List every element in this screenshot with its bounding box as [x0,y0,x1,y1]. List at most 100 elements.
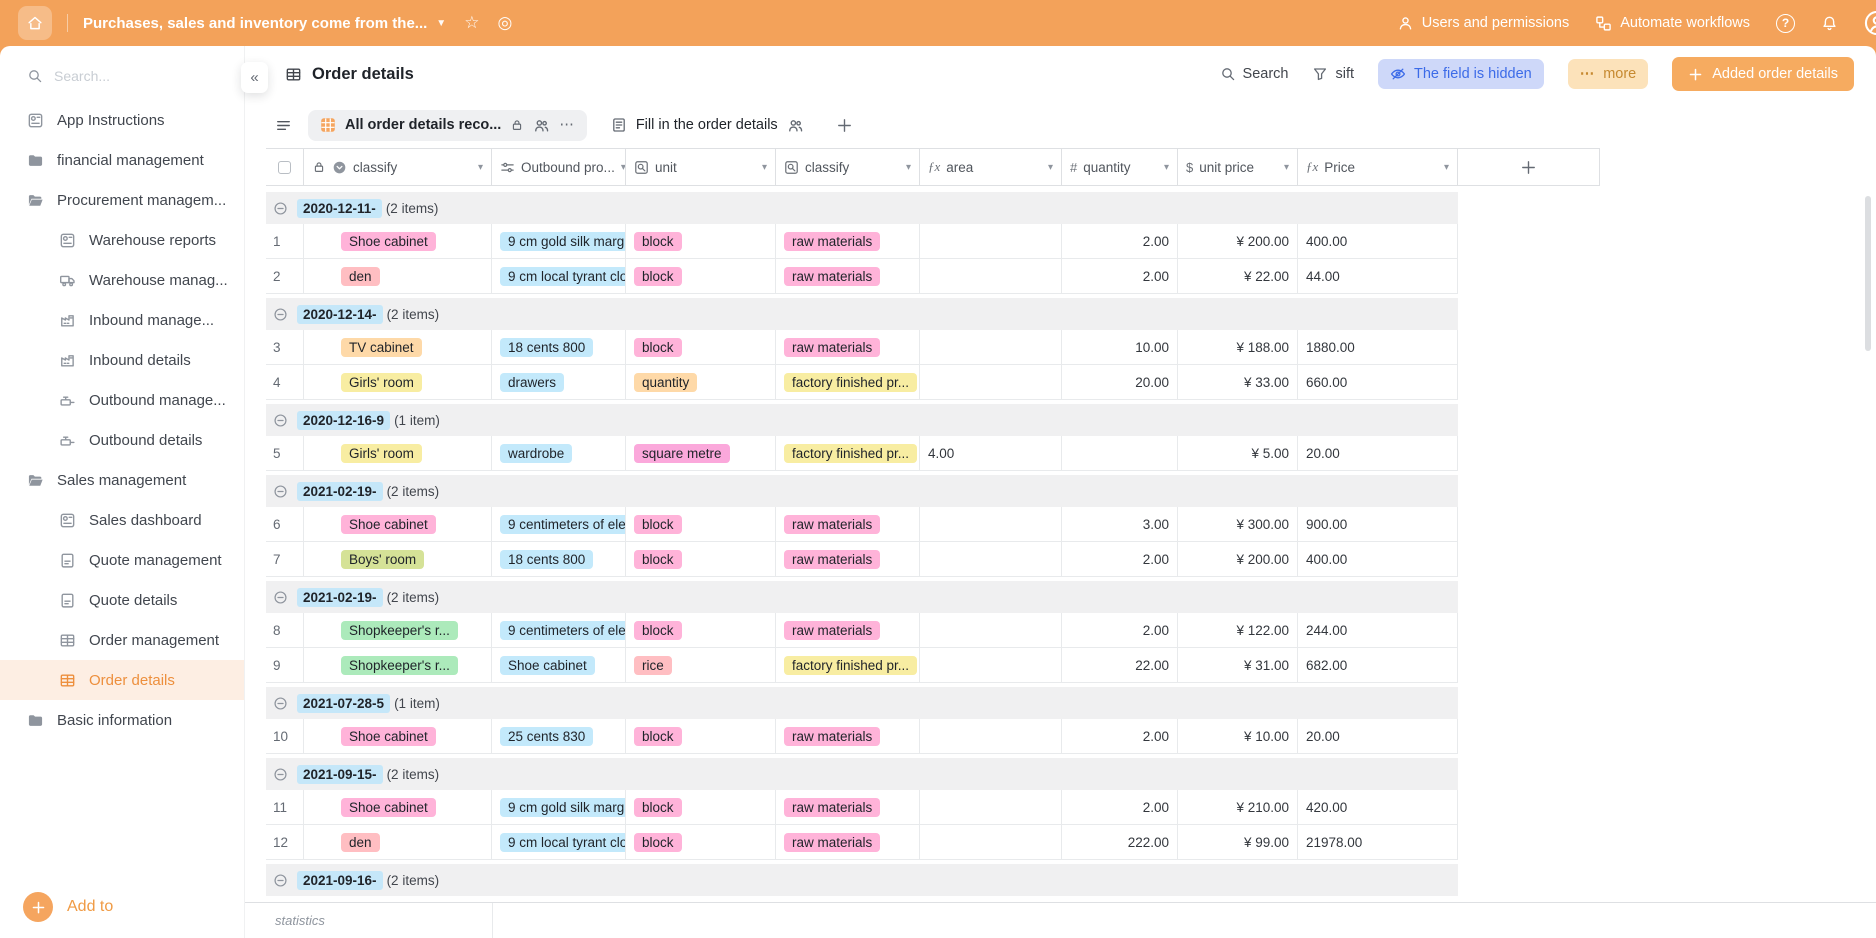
avatar[interactable] [1864,10,1876,36]
cell-unit-price[interactable]: ¥ 31.00 [1178,648,1298,682]
cell-unit[interactable]: rice [626,648,776,682]
cell-quantity[interactable]: 222.00 [1062,825,1178,859]
cell-unit-price[interactable]: ¥ 22.00 [1178,259,1298,293]
cell-area[interactable] [920,719,1062,753]
cell-unit-price[interactable]: ¥ 99.00 [1178,825,1298,859]
cell-classify[interactable]: Shoe cabinet [304,719,492,753]
cell-area[interactable] [920,365,1062,399]
add-column-button[interactable] [1458,149,1600,185]
cell-unit-price[interactable]: ¥ 200.00 [1178,542,1298,576]
cell-outbound-product[interactable]: Shoe cabinet [492,648,626,682]
cell-outbound-product[interactable]: drawers [492,365,626,399]
add-record-button[interactable]: Added order details [1672,57,1854,91]
cell-outbound-product[interactable]: 18 cents 800 [492,542,626,576]
collapse-group-icon[interactable] [273,767,288,782]
sidebar-item-outbound-manage[interactable]: Outbound manage... [0,380,244,420]
bell-icon[interactable] [1821,15,1838,32]
tab-more-icon[interactable]: ⋯ [559,117,575,133]
cell-price[interactable]: 21978.00 [1298,825,1458,859]
cell-classify-2[interactable]: raw materials [776,259,920,293]
column-header-price[interactable]: ƒx Price ▾ [1298,149,1458,185]
workspace-title[interactable]: Purchases, sales and inventory come from… [83,14,428,32]
cell-unit[interactable]: block [626,330,776,364]
automate-workflows-button[interactable]: Automate workflows [1595,15,1750,32]
cell-unit[interactable]: block [626,224,776,258]
cell-quantity[interactable]: 2.00 [1062,259,1178,293]
cell-area[interactable] [920,648,1062,682]
cell-price[interactable]: 20.00 [1298,719,1458,753]
select-all-checkbox[interactable] [278,160,291,174]
sidebar-item-sales-management[interactable]: Sales management [0,460,244,500]
sidebar-item-warehouse-reports[interactable]: Warehouse reports [0,220,244,260]
collapse-group-icon[interactable] [273,873,288,888]
group-date-chip[interactable]: 2021-02-19- [297,587,383,607]
column-header-classify[interactable]: classify ▾ [304,149,492,185]
cell-classify-2[interactable]: raw materials [776,719,920,753]
cell-quantity[interactable]: 20.00 [1062,365,1178,399]
statistics-label[interactable]: statistics [275,913,325,928]
cell-classify[interactable]: Girls' room [304,365,492,399]
tab-fill-order-details[interactable]: Fill in the order details [603,110,812,141]
collapse-group-icon[interactable] [273,484,288,499]
chevron-down-icon[interactable]: ▼ [436,17,447,29]
group-date-chip[interactable]: 2021-02-19- [297,481,383,501]
column-header-quantity[interactable]: # quantity ▾ [1062,149,1178,185]
cell-unit-price[interactable]: ¥ 210.00 [1178,790,1298,824]
cell-price[interactable]: 400.00 [1298,542,1458,576]
cell-quantity[interactable]: 10.00 [1062,330,1178,364]
cell-outbound-product[interactable]: 9 cm local tyrant clot [492,825,626,859]
cell-classify-2[interactable]: raw materials [776,224,920,258]
cell-unit[interactable]: square metre [626,436,776,470]
cell-unit-price[interactable]: ¥ 300.00 [1178,507,1298,541]
cell-classify[interactable]: Shoe cabinet [304,790,492,824]
cell-outbound-product[interactable]: 9 centimeters of eleg [492,613,626,647]
cell-unit[interactable]: block [626,719,776,753]
cell-area[interactable] [920,507,1062,541]
cell-classify[interactable]: Shoe cabinet [304,224,492,258]
badge-icon[interactable]: ◎ [497,13,513,32]
chevron-down-icon[interactable]: ▾ [761,161,767,173]
cell-classify-2[interactable]: raw materials [776,330,920,364]
cell-unit-price[interactable]: ¥ 200.00 [1178,224,1298,258]
cell-quantity[interactable] [1062,436,1178,470]
sidebar-item-order-details[interactable]: Order details [0,660,244,700]
cell-price[interactable]: 20.00 [1298,436,1458,470]
sidebar-item-basic-information[interactable]: Basic information [0,700,244,740]
cell-classify-2[interactable]: raw materials [776,825,920,859]
sidebar-item-quote-management[interactable]: Quote management [0,540,244,580]
sidebar-item-order-management[interactable]: Order management [0,620,244,660]
cell-area[interactable] [920,259,1062,293]
filter-button[interactable]: sift [1312,66,1354,82]
view-list-icon[interactable] [275,117,292,134]
sidebar-item-procurement-managem[interactable]: Procurement managem... [0,180,244,220]
cell-outbound-product[interactable]: 9 cm local tyrant clot [492,259,626,293]
sidebar-item-inbound-manage[interactable]: Inbound manage... [0,300,244,340]
cell-quantity[interactable]: 2.00 [1062,224,1178,258]
collapse-group-icon[interactable] [273,413,288,428]
cell-quantity[interactable]: 3.00 [1062,507,1178,541]
cell-classify[interactable]: Boys' room [304,542,492,576]
cell-area[interactable] [920,825,1062,859]
cell-unit-price[interactable]: ¥ 188.00 [1178,330,1298,364]
sidebar-item-sales-dashboard[interactable]: Sales dashboard [0,500,244,540]
cell-quantity[interactable]: 2.00 [1062,790,1178,824]
column-header-unit[interactable]: unit ▾ [626,149,776,185]
users-permissions-button[interactable]: Users and permissions [1397,15,1569,32]
cell-classify[interactable]: Shopkeeper's r... [304,613,492,647]
cell-outbound-product[interactable]: wardrobe [492,436,626,470]
collapse-group-icon[interactable] [273,201,288,216]
cell-outbound-product[interactable]: 9 cm gold silk marg [492,790,626,824]
group-date-chip[interactable]: 2021-07-28-5 [297,693,391,713]
cell-outbound-product[interactable]: 9 centimeters of eleg [492,507,626,541]
sidebar-item-warehouse-manag[interactable]: Warehouse manag... [0,260,244,300]
group-date-chip[interactable]: 2020-12-16-9 [297,410,391,430]
collapse-group-icon[interactable] [273,696,288,711]
chevron-down-icon[interactable]: ▾ [1163,161,1169,173]
group-date-chip[interactable]: 2020-12-14- [297,304,383,324]
cell-quantity[interactable]: 22.00 [1062,648,1178,682]
cell-area[interactable] [920,613,1062,647]
more-button[interactable]: ⋯ more [1567,59,1649,89]
chevron-down-icon[interactable]: ▾ [477,161,483,173]
chevron-down-icon[interactable]: ▾ [1283,161,1289,173]
cell-unit-price[interactable]: ¥ 5.00 [1178,436,1298,470]
